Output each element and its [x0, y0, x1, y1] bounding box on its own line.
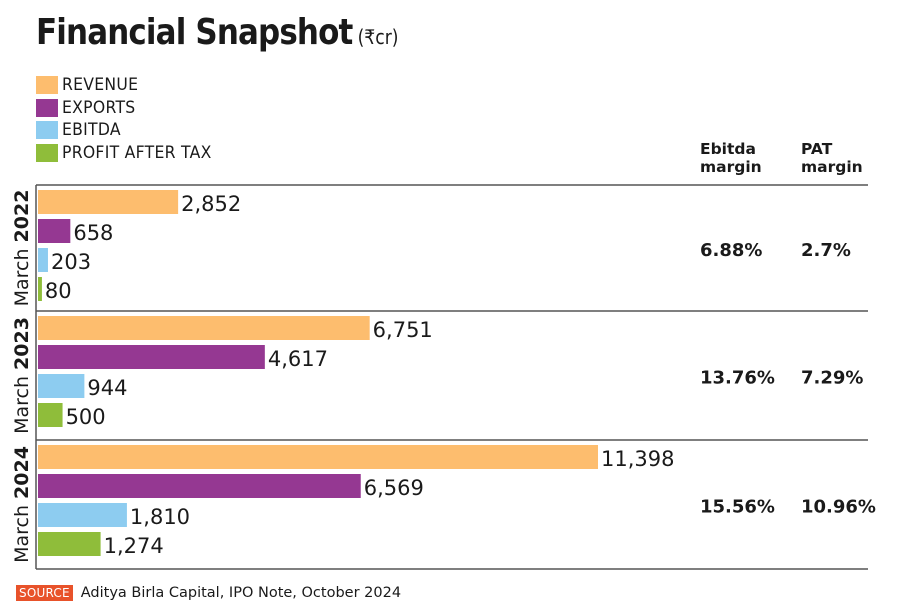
legend-swatch-pat [36, 143, 58, 162]
bar-revenue [38, 445, 598, 469]
bar-value-label: 6,569 [364, 476, 424, 500]
category-label: March 2023 [11, 317, 33, 434]
header-line: PAT [801, 140, 833, 158]
bar-exports [38, 345, 265, 369]
bar-value-label: 500 [66, 405, 106, 429]
source-line: SOURCE Aditya Birla Capital, IPO Note, O… [16, 585, 401, 601]
bar-profit-after-tax [38, 277, 42, 301]
category-year: 2023 [11, 317, 33, 370]
source-text: Aditya Birla Capital, IPO Note, October … [80, 585, 402, 601]
header-line: margin [700, 158, 762, 176]
bar-value-label: 203 [51, 250, 91, 274]
bar-value-label: 11,398 [601, 447, 674, 471]
bar-ebitda [38, 374, 85, 398]
category-prefix: March [11, 499, 33, 563]
ebitda-margin-header: Ebitda margin [700, 140, 762, 176]
legend-item-revenue: REVENUE [36, 74, 225, 97]
bar-value-label: 4,617 [268, 347, 328, 371]
bar-profit-after-tax [38, 403, 63, 427]
ebitda-margin-value: 15.56% [700, 497, 775, 518]
category-prefix: March [11, 370, 33, 434]
bar-value-label: 1,274 [104, 534, 164, 558]
legend-label: REVENUE [62, 75, 139, 96]
legend: REVENUE EXPORTS EBITDA PROFIT AFTER TAX [36, 74, 225, 164]
legend-label: EXPORTS [62, 97, 136, 118]
legend-item-ebitda: EBITDA [36, 119, 225, 142]
category-prefix: March [11, 242, 33, 306]
bar-value-label: 2,852 [181, 192, 241, 216]
legend-swatch-exports [36, 98, 58, 117]
header-line: margin [801, 158, 863, 176]
bar-exports [38, 219, 71, 243]
bar-revenue [38, 316, 370, 340]
bar-exports [38, 474, 361, 498]
header-line: Ebitda [700, 140, 756, 158]
bar-revenue [38, 190, 179, 214]
bar-value-label: 6,751 [373, 318, 433, 342]
pat-margin-value: 10.96% [801, 497, 876, 518]
bar-value-label: 944 [87, 376, 127, 400]
legend-item-pat: PROFIT AFTER TAX [36, 142, 225, 165]
source-badge: SOURCE [16, 585, 73, 601]
chart-title: Financial Snapshot (₹cr) [36, 12, 399, 53]
category-year: 2022 [11, 190, 33, 243]
pat-margin-value: 7.29% [801, 368, 863, 389]
legend-item-exports: EXPORTS [36, 97, 225, 120]
legend-label: EBITDA [62, 120, 121, 141]
ebitda-margin-value: 13.76% [700, 368, 775, 389]
category-label: March 2024 [11, 446, 33, 563]
pat-margin-value: 2.7% [801, 240, 851, 261]
legend-label: PROFIT AFTER TAX [62, 142, 212, 163]
ebitda-margin-value: 6.88% [700, 240, 762, 261]
unit-label: (₹cr) [357, 25, 399, 49]
bar-value-label: 80 [45, 279, 72, 303]
title-text: Financial Snapshot [36, 12, 353, 53]
bar-value-label: 1,810 [130, 505, 190, 529]
category-year: 2024 [11, 446, 33, 499]
legend-swatch-revenue [36, 76, 58, 95]
bar-profit-after-tax [38, 532, 101, 556]
category-label: March 2022 [11, 190, 33, 307]
legend-swatch-ebitda [36, 121, 58, 140]
bar-ebitda [38, 503, 127, 527]
bar-value-label: 658 [73, 221, 113, 245]
bar-ebitda [38, 248, 48, 272]
pat-margin-header: PAT margin [801, 140, 863, 176]
